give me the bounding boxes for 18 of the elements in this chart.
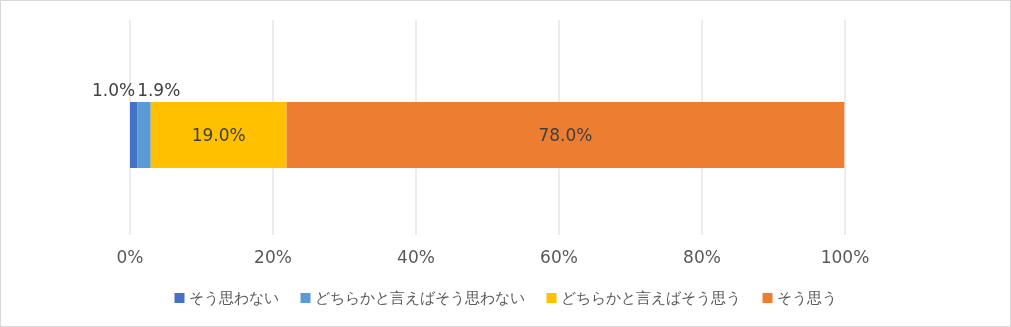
x-tick-label: 80%: [683, 247, 721, 267]
legend-label: どちらかと言えばそう思う: [560, 289, 741, 307]
legend-label: どちらかと言えばそう思わない: [314, 289, 525, 307]
bar: [130, 102, 138, 168]
legend-label: そう思わない: [188, 289, 279, 307]
x-tick-label: 60%: [540, 247, 578, 267]
bar: [150, 102, 287, 168]
data-label: 1.0%: [91, 80, 136, 100]
data-label: 78.0%: [538, 125, 593, 145]
data-label: 19.0%: [191, 125, 246, 145]
legend-label: そう思う: [776, 289, 837, 307]
x-tick-label: 20%: [254, 247, 292, 267]
data-label: 1.9%: [137, 80, 181, 100]
x-tick-label: 0%: [116, 247, 144, 267]
bar: [286, 102, 845, 168]
x-tick-label: 100%: [820, 247, 870, 267]
x-tick-label: 40%: [397, 247, 435, 267]
bar: [137, 102, 151, 168]
